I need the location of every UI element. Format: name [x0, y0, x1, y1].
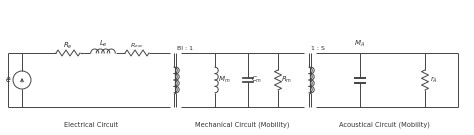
Text: $L_e$: $L_e$ [99, 39, 107, 49]
Text: 1 : S: 1 : S [311, 45, 325, 50]
Text: Mechanical Circuit (Mobility): Mechanical Circuit (Mobility) [195, 122, 290, 128]
Text: $C_m$: $C_m$ [251, 75, 263, 85]
Text: Electrical Circuit: Electrical Circuit [64, 122, 118, 128]
Text: $r_A$: $r_A$ [430, 75, 438, 85]
Text: $M_m$: $M_m$ [218, 75, 230, 85]
Text: $R_m$: $R_m$ [282, 75, 292, 85]
Text: $e$: $e$ [5, 75, 11, 85]
Text: $R_e$: $R_e$ [63, 41, 73, 51]
Text: Bl : 1: Bl : 1 [177, 45, 193, 50]
Text: Acoustical Circuit (Mobility): Acoustical Circuit (Mobility) [338, 122, 429, 128]
Text: $R_{exc}$: $R_{exc}$ [130, 42, 144, 50]
Text: $M_A$: $M_A$ [355, 39, 365, 49]
